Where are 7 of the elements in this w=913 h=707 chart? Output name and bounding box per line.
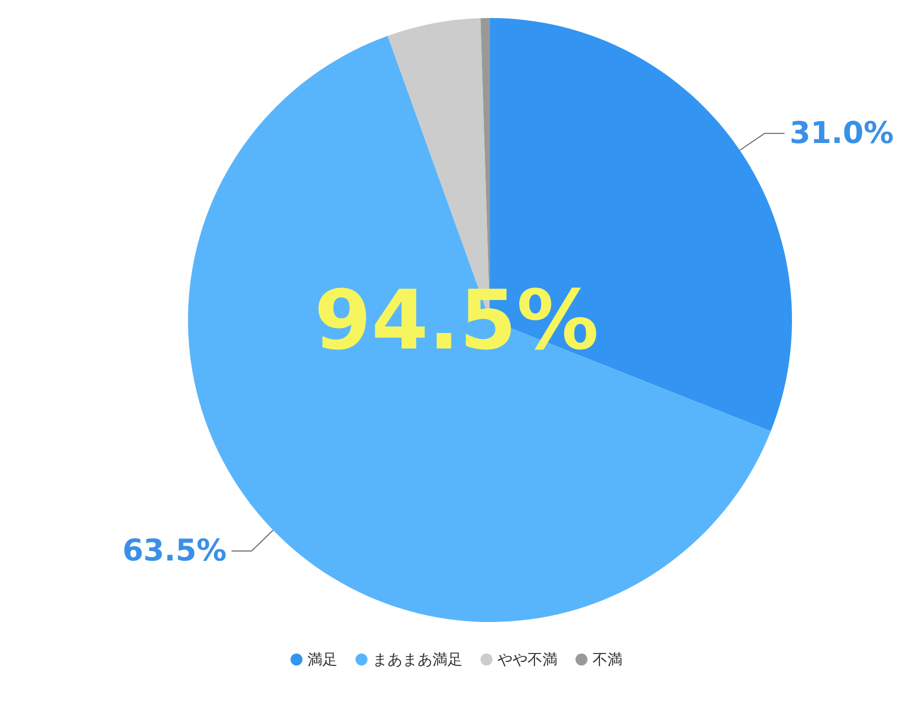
legend-label: やや不満 — [498, 650, 558, 668]
legend-label: まあまあ満足 — [372, 650, 462, 668]
legend-label: 満足 — [308, 650, 338, 668]
data-label: 63.5% — [122, 534, 227, 569]
legend-label: 不満 — [592, 650, 622, 668]
text: 94.5% — [314, 274, 599, 368]
data-label: 31.0% — [790, 116, 894, 151]
